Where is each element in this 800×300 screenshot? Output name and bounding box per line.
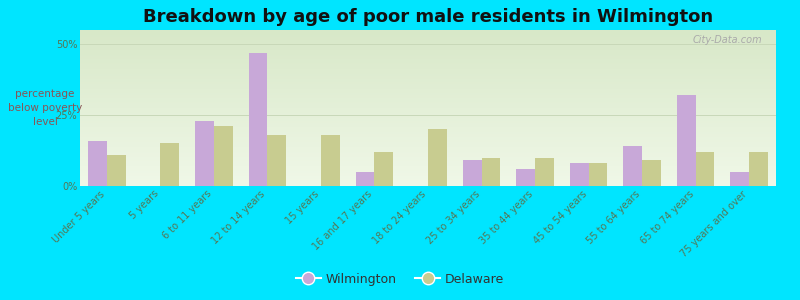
Bar xyxy=(267,135,286,186)
Bar xyxy=(106,155,126,186)
Bar xyxy=(160,143,179,186)
Legend: Wilmington, Delaware: Wilmington, Delaware xyxy=(290,268,510,291)
Bar xyxy=(356,172,374,186)
Bar xyxy=(462,160,482,186)
Bar xyxy=(374,152,394,186)
Bar xyxy=(696,152,714,186)
Bar xyxy=(160,143,179,186)
Bar xyxy=(623,146,642,186)
Bar xyxy=(570,163,589,186)
Bar xyxy=(321,135,340,186)
Bar xyxy=(677,95,696,186)
Bar xyxy=(589,163,607,186)
Bar xyxy=(535,158,554,186)
Bar xyxy=(462,160,482,186)
Bar xyxy=(570,163,589,186)
Bar xyxy=(88,141,106,186)
Bar xyxy=(516,169,535,186)
Bar xyxy=(195,121,214,186)
Bar xyxy=(730,172,750,186)
Bar xyxy=(195,121,214,186)
Bar xyxy=(589,163,607,186)
Bar xyxy=(535,158,554,186)
Title: Breakdown by age of poor male residents in Wilmington: Breakdown by age of poor male residents … xyxy=(143,8,713,26)
Bar xyxy=(356,172,374,186)
Bar xyxy=(642,160,661,186)
Bar xyxy=(88,141,106,186)
Bar xyxy=(428,129,446,186)
Bar xyxy=(642,160,661,186)
Bar xyxy=(482,158,500,186)
Text: percentage
below poverty
level: percentage below poverty level xyxy=(8,89,82,127)
Bar xyxy=(696,152,714,186)
Bar xyxy=(267,135,286,186)
Bar xyxy=(249,53,267,186)
Bar xyxy=(428,129,446,186)
Bar xyxy=(750,152,768,186)
Bar xyxy=(482,158,500,186)
Bar xyxy=(623,146,642,186)
Bar xyxy=(214,126,233,186)
Bar xyxy=(516,169,535,186)
Bar xyxy=(374,152,394,186)
Bar xyxy=(730,172,750,186)
Bar xyxy=(321,135,340,186)
Bar xyxy=(677,95,696,186)
Bar xyxy=(106,155,126,186)
Bar xyxy=(750,152,768,186)
Bar xyxy=(214,126,233,186)
Text: City-Data.com: City-Data.com xyxy=(693,35,762,45)
Bar xyxy=(249,53,267,186)
